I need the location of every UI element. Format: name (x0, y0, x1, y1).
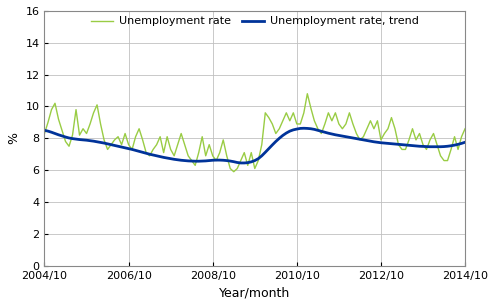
Unemployment rate, trend (84, 138, 90, 142)
Unemployment rate (462, 127, 468, 131)
Y-axis label: %: % (7, 132, 20, 144)
Unemployment rate (441, 159, 447, 162)
Unemployment rate (304, 92, 310, 95)
Line: Unemployment rate, trend: Unemployment rate, trend (45, 128, 465, 163)
Unemployment rate, trend (220, 159, 226, 162)
Line: Unemployment rate: Unemployment rate (45, 94, 465, 172)
Unemployment rate (231, 170, 237, 174)
Unemployment rate, trend (301, 126, 307, 130)
Unemployment rate, trend (42, 129, 48, 132)
X-axis label: Year/month: Year/month (219, 286, 291, 299)
Unemployment rate, trend (311, 128, 317, 131)
Unemployment rate (84, 132, 90, 135)
Unemployment rate (42, 132, 48, 135)
Unemployment rate (140, 138, 146, 142)
Unemployment rate, trend (333, 133, 339, 136)
Unemployment rate, trend (140, 151, 146, 154)
Unemployment rate (311, 119, 317, 123)
Unemployment rate (333, 111, 339, 115)
Unemployment rate (220, 138, 226, 142)
Legend: Unemployment rate, Unemployment rate, trend: Unemployment rate, Unemployment rate, tr… (87, 12, 423, 31)
Unemployment rate, trend (441, 145, 447, 148)
Unemployment rate, trend (238, 161, 244, 165)
Unemployment rate, trend (462, 140, 468, 144)
